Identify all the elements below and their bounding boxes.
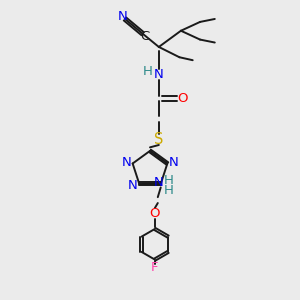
Text: O: O (177, 92, 188, 105)
Text: H: H (164, 184, 174, 197)
Text: H: H (164, 175, 174, 188)
Text: N: N (128, 179, 138, 192)
Text: N: N (154, 68, 164, 81)
Text: C: C (140, 30, 150, 43)
Text: H: H (143, 65, 153, 78)
Text: O: O (150, 207, 160, 220)
Text: N: N (169, 155, 179, 169)
Text: N: N (118, 10, 128, 23)
Text: N: N (154, 176, 163, 189)
Text: F: F (151, 261, 159, 274)
Text: N: N (121, 155, 131, 169)
Text: S: S (154, 132, 164, 147)
